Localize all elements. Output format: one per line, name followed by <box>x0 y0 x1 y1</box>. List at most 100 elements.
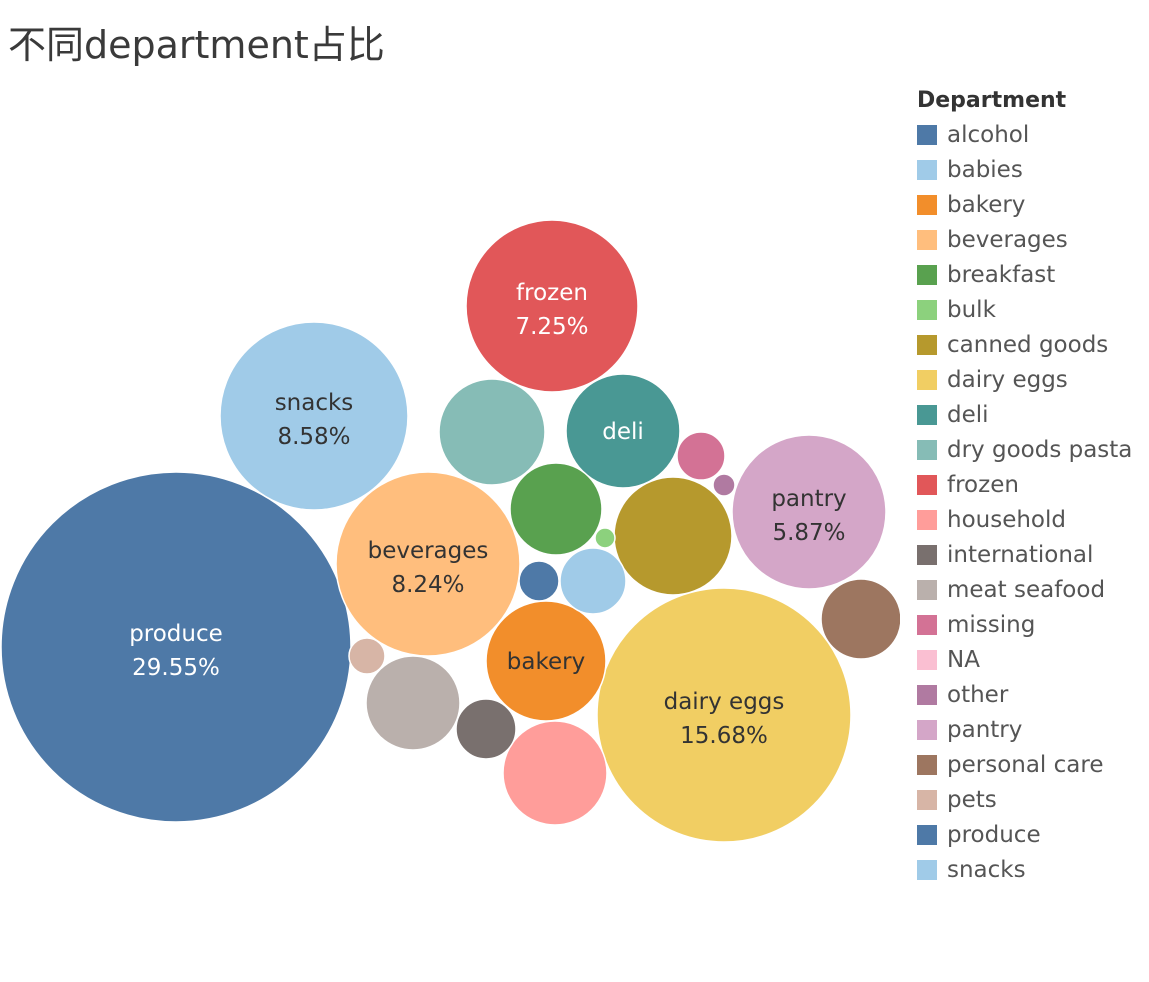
legend-item-deli[interactable]: deli <box>917 397 1132 432</box>
legend-item-dairy-eggs[interactable]: dairy eggs <box>917 362 1132 397</box>
bubble-canned-goods[interactable] <box>613 476 733 596</box>
legend-item-frozen[interactable]: frozen <box>917 467 1132 502</box>
legend-swatch <box>917 789 937 810</box>
legend-label: personal care <box>947 751 1104 778</box>
legend-label: alcohol <box>947 121 1030 148</box>
bubble-percent-label: 7.25% <box>515 314 588 340</box>
legend-item-pantry[interactable]: pantry <box>917 712 1132 747</box>
legend-item-babies[interactable]: babies <box>917 152 1132 187</box>
bubble-circle-deli[interactable] <box>565 373 681 489</box>
bubble-deli[interactable]: deli <box>565 373 681 489</box>
bubble-circle-canned-goods[interactable] <box>613 476 733 596</box>
legend-label: meat seafood <box>947 576 1106 603</box>
bubble-other[interactable] <box>712 473 736 497</box>
bubble-percent-label: 5.87% <box>772 520 845 546</box>
bubble-pets[interactable] <box>348 637 386 675</box>
bubble-name-label: produce <box>129 621 223 647</box>
legend-item-produce[interactable]: produce <box>917 817 1132 852</box>
legend-label: beverages <box>947 226 1068 253</box>
legend-swatch <box>917 859 937 880</box>
bubble-dry-goods-pasta[interactable] <box>438 378 546 486</box>
bubble-circle-breakfast[interactable] <box>509 462 603 556</box>
legend-swatch <box>917 439 937 460</box>
legend-item-personal-care[interactable]: personal care <box>917 747 1132 782</box>
bubble-snacks[interactable]: snacks 8.58% <box>219 321 409 511</box>
legend-swatch <box>917 159 937 180</box>
legend-item-meat-seafood[interactable]: meat seafood <box>917 572 1132 607</box>
bubble-circle-frozen[interactable] <box>465 219 639 393</box>
bubble-bakery[interactable]: bakery <box>485 600 607 722</box>
bubble-circle-meat-seafood[interactable] <box>365 655 461 751</box>
bubble-personal-care[interactable] <box>820 578 900 660</box>
bubble-circle-pantry[interactable] <box>731 434 887 590</box>
bubble-circle-pets[interactable] <box>348 637 386 675</box>
bubble-frozen[interactable]: frozen 7.25% <box>465 219 639 393</box>
bubble-circle-dry-goods-pasta[interactable] <box>438 378 546 486</box>
bubble-percent-label: 29.55% <box>132 655 220 681</box>
bubble-circle-personal-care[interactable] <box>820 578 900 660</box>
legend-item-breakfast[interactable]: breakfast <box>917 257 1132 292</box>
legend-item-bakery[interactable]: bakery <box>917 187 1132 222</box>
bubble-circle-snacks[interactable] <box>219 321 409 511</box>
bubble-circle-produce[interactable] <box>0 471 352 823</box>
bubble-circle-other[interactable] <box>712 473 736 497</box>
bubble-circle-international[interactable] <box>455 698 517 760</box>
bubble-circle-household[interactable] <box>502 720 608 826</box>
bubble-beverages[interactable]: beverages 8.24% <box>335 471 521 657</box>
bubble-name-label: bakery <box>507 649 585 675</box>
bubble-circle-bulk[interactable] <box>594 527 616 549</box>
legend: Department alcohol babies bakery beverages b… <box>917 88 1132 887</box>
legend-label: household <box>947 506 1066 533</box>
legend-item-snacks[interactable]: snacks <box>917 852 1132 887</box>
chart-title: 不同department占比 <box>8 23 385 67</box>
bubble-meat-seafood[interactable] <box>365 655 461 751</box>
legend-swatch <box>917 334 937 355</box>
bubble-bulk[interactable] <box>594 527 616 549</box>
legend-swatch <box>917 264 937 285</box>
bubble-household[interactable] <box>502 720 608 826</box>
bubble-circle-bakery[interactable] <box>485 600 607 722</box>
bubble-pantry[interactable]: pantry 5.87% <box>731 434 887 590</box>
legend-item-international[interactable]: international <box>917 537 1132 572</box>
legend-title: Department <box>917 88 1067 113</box>
legend-item-dry-goods-pasta[interactable]: dry goods pasta <box>917 432 1132 467</box>
legend-label: dairy eggs <box>947 366 1068 393</box>
bubble-circle-alcohol[interactable] <box>518 560 560 602</box>
legend-label: frozen <box>947 471 1019 498</box>
legend-item-alcohol[interactable]: alcohol <box>917 117 1132 152</box>
legend-item-missing[interactable]: missing <box>917 607 1132 642</box>
legend-label: snacks <box>947 856 1026 883</box>
legend-swatch <box>917 614 937 635</box>
legend-item-household[interactable]: household <box>917 502 1132 537</box>
bubble-dairy-eggs[interactable]: dairy eggs 15.68% <box>596 587 852 843</box>
bubble-alcohol[interactable] <box>518 560 560 602</box>
legend-item-na[interactable]: NA <box>917 642 1132 677</box>
legend-label: missing <box>947 611 1036 638</box>
bubble-missing[interactable] <box>676 431 726 481</box>
legend-swatch <box>917 404 937 425</box>
bubble-chart: produce 29.55% dairy eggs 15.68% snacks 8.58%… <box>0 219 900 843</box>
legend-item-canned-goods[interactable]: canned goods <box>917 327 1132 362</box>
bubble-circle-babies[interactable] <box>559 547 627 615</box>
legend-swatch <box>917 299 937 320</box>
bubble-circle-beverages[interactable] <box>335 471 521 657</box>
legend-swatch <box>917 824 937 845</box>
legend-label: dry goods pasta <box>947 436 1133 463</box>
legend-item-bulk[interactable]: bulk <box>917 292 1132 327</box>
bubble-international[interactable] <box>455 698 517 760</box>
bubble-circle-missing[interactable] <box>676 431 726 481</box>
legend-swatch <box>917 719 937 740</box>
bubble-breakfast[interactable] <box>509 462 603 556</box>
bubble-circle-dairy-eggs[interactable] <box>596 587 852 843</box>
legend-swatch <box>917 684 937 705</box>
bubble-produce[interactable]: produce 29.55% <box>0 471 352 823</box>
legend-item-other[interactable]: other <box>917 677 1132 712</box>
bubble-name-label: dairy eggs <box>664 689 785 715</box>
bubble-name-label: deli <box>602 419 644 445</box>
legend-item-pets[interactable]: pets <box>917 782 1132 817</box>
legend-swatch <box>917 649 937 670</box>
bubble-babies[interactable] <box>559 547 627 615</box>
legend-item-beverages[interactable]: beverages <box>917 222 1132 257</box>
bubble-percent-label: 8.58% <box>277 424 350 450</box>
legend-label: other <box>947 681 1009 708</box>
